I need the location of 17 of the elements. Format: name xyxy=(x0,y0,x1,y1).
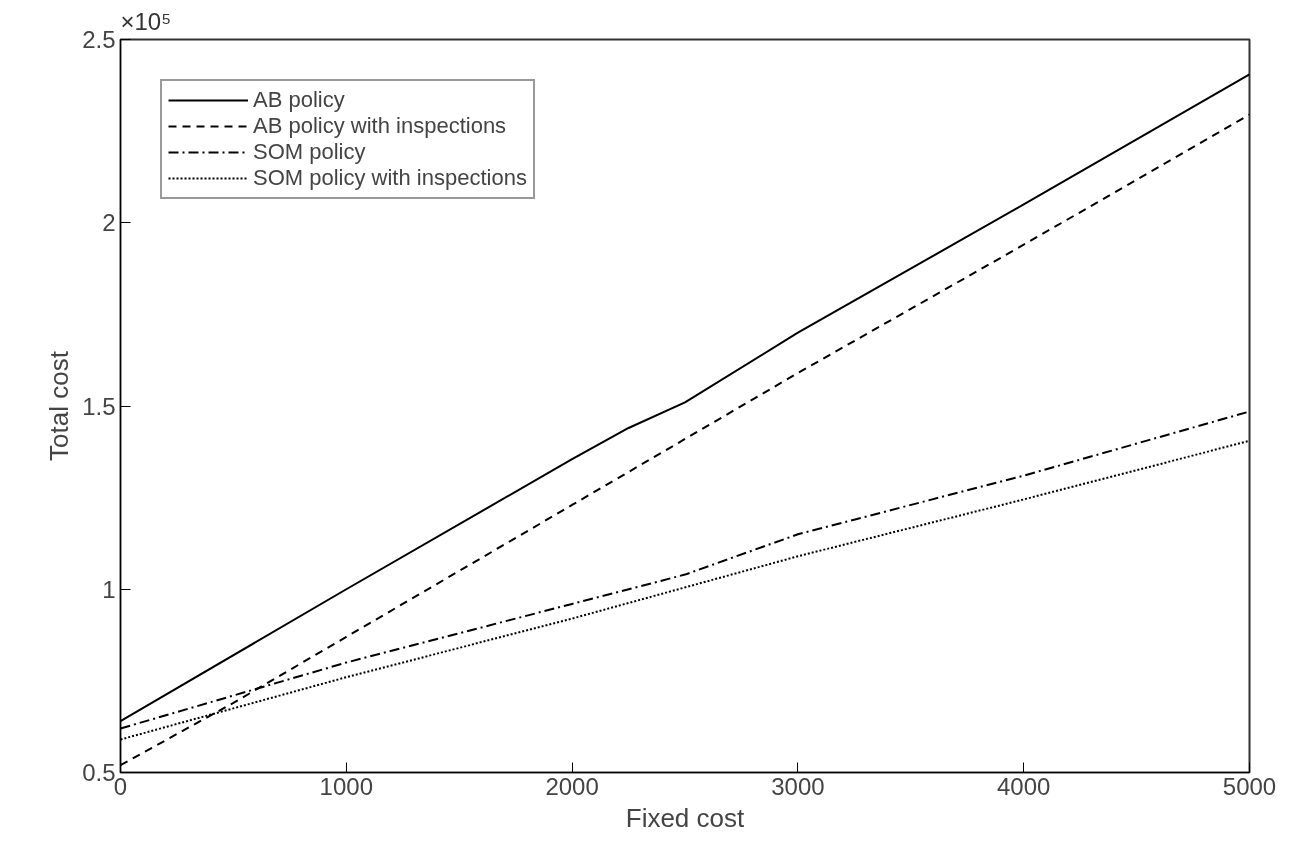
y-tick-label: 1 xyxy=(102,575,116,603)
x-tick-label: 1000 xyxy=(319,772,373,800)
y-tick-label: 2.5 xyxy=(82,26,116,53)
y-tick-label: 1.5 xyxy=(82,392,116,420)
x-axis-title: Fixed cost xyxy=(625,802,746,833)
x-tick-label: 5000 xyxy=(1222,772,1277,800)
x-tick-label: 3000 xyxy=(771,772,825,800)
text: ×10⁵ xyxy=(120,7,172,35)
legend-label: AB policy xyxy=(253,87,345,113)
legend-label: SOM policy xyxy=(253,139,366,165)
x-tick-label: 2000 xyxy=(545,772,599,800)
legend-label: SOM policy with inspections xyxy=(253,165,527,191)
y-tick-label: 0.5 xyxy=(82,759,116,786)
y-tick-label: 2 xyxy=(102,209,116,237)
x-tick-label: 4000 xyxy=(997,772,1051,800)
y-axis-title: Total cost xyxy=(44,350,75,461)
legend-label: AB policy with inspections xyxy=(253,113,507,139)
